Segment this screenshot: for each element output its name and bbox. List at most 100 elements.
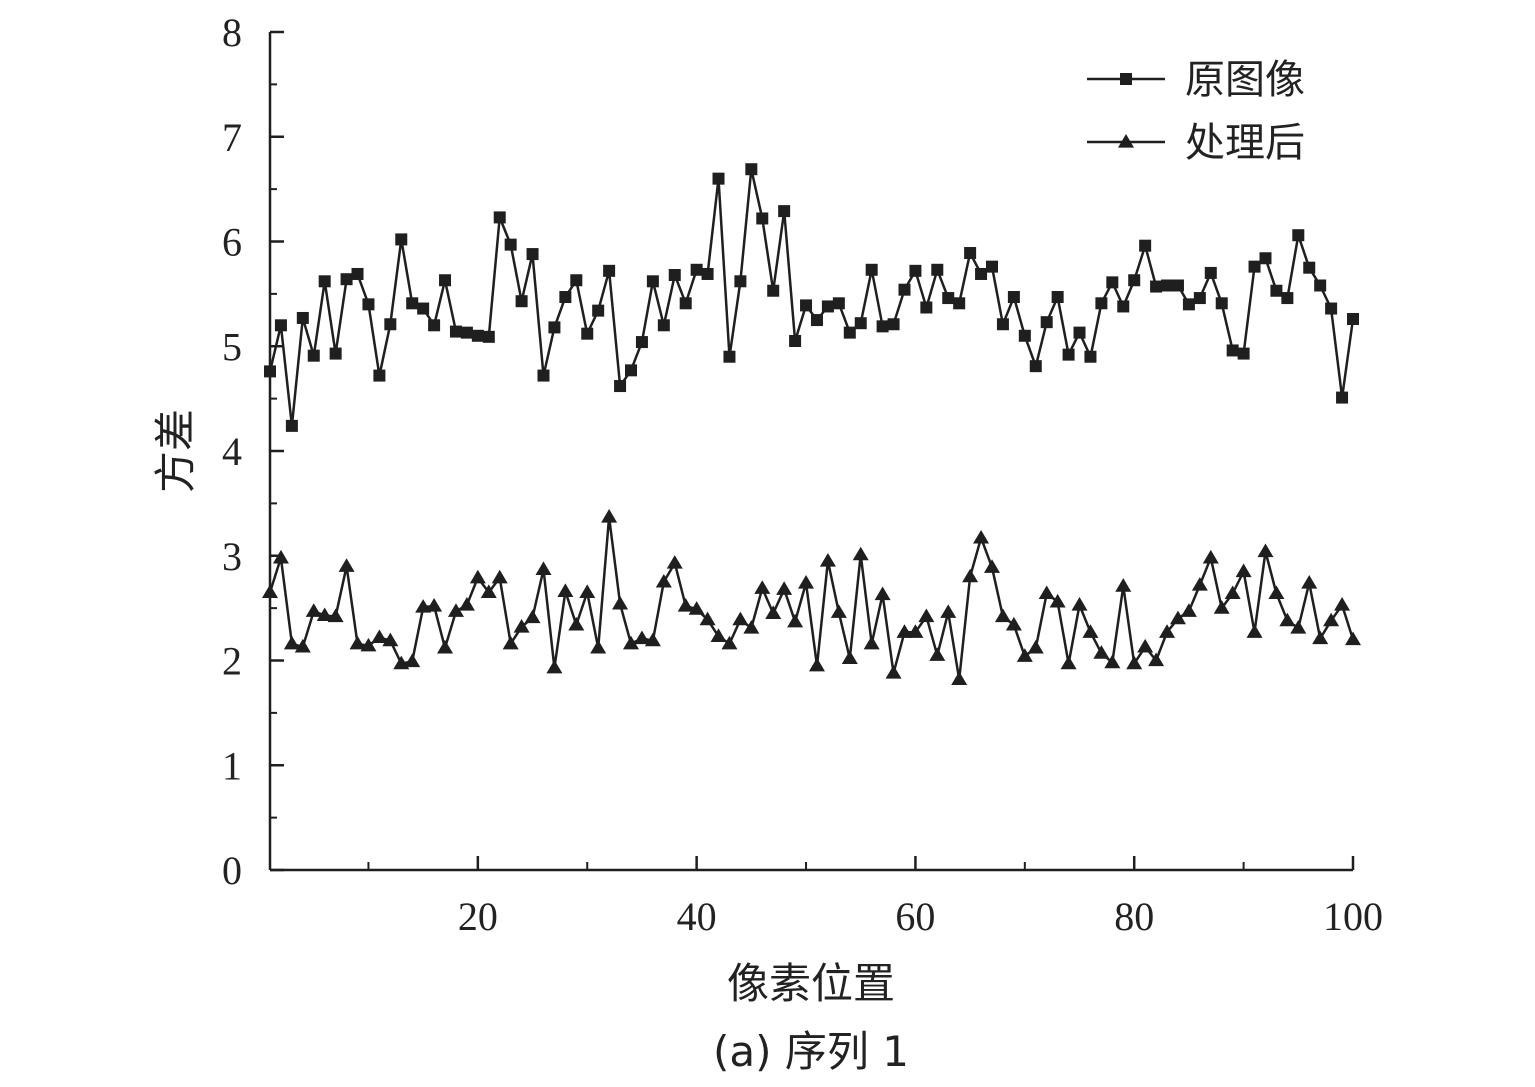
x-tick-label: 100 [1323, 894, 1383, 939]
data-point [655, 573, 672, 588]
data-point [548, 321, 561, 334]
data-point [296, 311, 309, 324]
data-point [1082, 624, 1099, 638]
data-point [513, 618, 530, 633]
data-point [491, 569, 508, 584]
data-point [1029, 360, 1042, 373]
data-point [690, 263, 703, 276]
data-point [754, 580, 771, 594]
data-point [1259, 252, 1272, 265]
data-point [874, 586, 891, 601]
data-point [294, 638, 311, 653]
data-point [1137, 638, 1154, 653]
data-point [699, 611, 716, 626]
series-line [268, 167, 1355, 428]
data-point [887, 318, 900, 331]
y-tick-label: 8 [222, 10, 242, 55]
data-point [677, 598, 694, 612]
data-point [535, 561, 552, 575]
data-point [1202, 549, 1219, 564]
data-point [406, 297, 419, 310]
x-axis-title: 像素位置 [727, 959, 895, 1008]
data-point [721, 635, 738, 650]
data-point [798, 574, 815, 589]
data-point [942, 292, 955, 305]
data-point [515, 295, 528, 308]
data-point [644, 632, 661, 647]
data-point [471, 329, 484, 342]
data-point [898, 283, 911, 296]
data-point [404, 653, 421, 668]
data-point [1007, 291, 1020, 304]
data-point [570, 274, 583, 287]
data-point [712, 172, 725, 185]
data-point [1128, 274, 1141, 287]
data-point [929, 647, 946, 661]
data-point [710, 628, 727, 643]
data-point [789, 335, 802, 348]
data-point [1049, 593, 1066, 608]
series-layer [262, 163, 1361, 685]
data-point [743, 620, 760, 634]
y-tick-label: 7 [222, 115, 242, 160]
data-point [657, 319, 670, 332]
data-point [1292, 229, 1305, 242]
data-point [482, 330, 495, 343]
data-point [1106, 276, 1119, 289]
data-point [732, 611, 749, 626]
data-point [373, 369, 386, 382]
data-point [986, 260, 998, 273]
data-point [808, 657, 825, 672]
data-point [1347, 313, 1359, 326]
x-tick-label: 40 [677, 894, 717, 939]
data-point [778, 205, 791, 218]
data-point [1040, 316, 1053, 329]
data-point [557, 583, 574, 597]
data-point [382, 632, 399, 647]
data-point [1246, 624, 1263, 638]
data-point [1180, 603, 1197, 617]
data-point [854, 317, 867, 330]
data-point [360, 637, 377, 652]
data-point [1171, 279, 1184, 292]
data-point [830, 604, 847, 618]
data-point [821, 300, 834, 313]
y-tick-label: 1 [222, 743, 242, 788]
data-point [349, 635, 366, 650]
y-axis-title: 方差 [151, 409, 200, 493]
data-point [876, 320, 889, 333]
series-line [268, 515, 1355, 681]
data-point [458, 596, 475, 611]
data-point [1215, 297, 1228, 310]
data-point [984, 559, 1000, 573]
data-point [439, 274, 452, 287]
data-point [668, 269, 681, 282]
data-point [285, 419, 298, 432]
data-point [1334, 596, 1351, 611]
data-point [1005, 616, 1022, 631]
data-point [272, 549, 289, 564]
data-point [612, 595, 629, 610]
series-2 [262, 508, 1361, 685]
data-point [502, 635, 519, 650]
data-point [351, 267, 364, 280]
y-tick-label: 4 [222, 429, 242, 474]
data-point [940, 604, 957, 618]
data-point [601, 508, 618, 523]
data-point [1345, 631, 1361, 646]
data-point [1051, 291, 1064, 304]
data-point [688, 601, 705, 615]
legend-label: 处理后 [1185, 120, 1305, 166]
data-point [1237, 347, 1250, 360]
data-point [635, 336, 648, 349]
data-point [832, 297, 845, 310]
data-point [734, 275, 747, 288]
data-point [504, 238, 517, 251]
data-point [975, 267, 988, 280]
data-point [384, 318, 397, 331]
data-point [1303, 261, 1316, 274]
data-point [1159, 624, 1176, 638]
data-point [756, 212, 769, 225]
data-point [863, 635, 880, 650]
data-point [996, 318, 1009, 331]
